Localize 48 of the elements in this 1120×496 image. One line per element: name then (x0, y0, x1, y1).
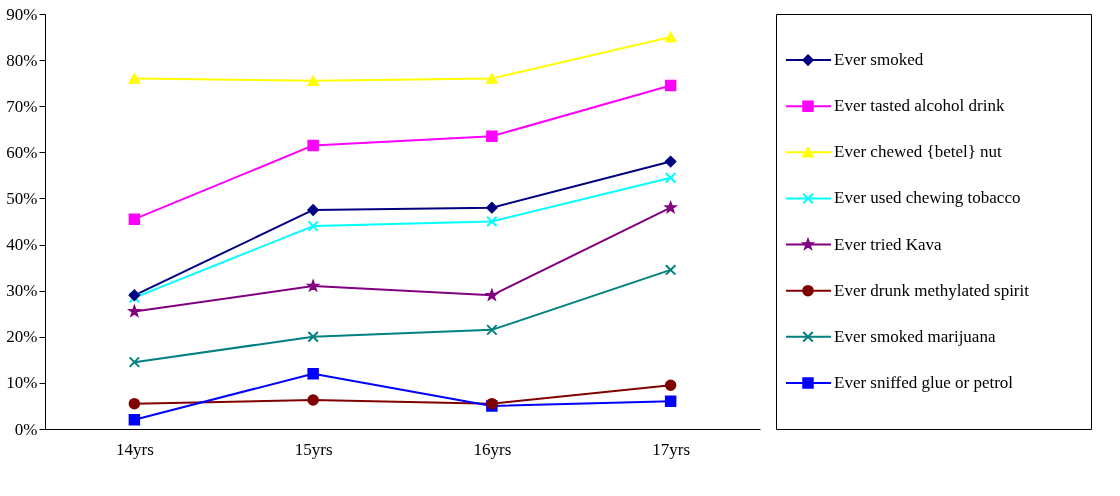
point (128, 397, 141, 410)
x-tick-label: 15yrs (294, 439, 333, 459)
y-tick-label: 80% (6, 50, 38, 70)
point (664, 264, 677, 276)
x-tick-label: 14yrs (115, 439, 154, 459)
legend-label: Ever tried Kava (834, 234, 943, 254)
point (307, 204, 319, 216)
x-tick-label: 16yrs (473, 439, 512, 459)
legend-label: Ever drunk methylated spirit (834, 280, 1030, 300)
legend-label: Ever smoked (834, 50, 924, 70)
y-tick-label: 10% (6, 373, 38, 393)
y-tick-label: 70% (6, 96, 38, 116)
point (128, 213, 141, 225)
point (664, 395, 677, 408)
legend-label: Ever smoked marijuana (834, 326, 996, 346)
point (486, 215, 498, 228)
point (305, 278, 321, 293)
point (664, 155, 677, 168)
point (664, 79, 677, 92)
point (307, 139, 319, 152)
point (664, 379, 677, 391)
point (128, 356, 141, 368)
x-tick-label: 17yrs (652, 439, 691, 459)
point (486, 324, 498, 336)
point (486, 130, 498, 142)
legend-label: Ever sniffed glue or petrol (834, 372, 1014, 392)
point (307, 220, 319, 232)
point (486, 73, 498, 84)
point (486, 201, 498, 214)
point (307, 367, 319, 380)
legend-label: Ever tasted alcohol drink (834, 96, 1005, 116)
y-tick-label: 90% (6, 4, 38, 24)
point (484, 287, 500, 302)
point (307, 331, 319, 343)
point (307, 75, 319, 86)
legend-label: Ever chewed {betel} nut (834, 142, 1003, 162)
y-tick-label: 20% (6, 327, 38, 347)
point (664, 171, 677, 184)
point (128, 73, 141, 84)
point (664, 31, 677, 43)
y-tick-label: 0% (14, 419, 38, 439)
point (307, 394, 319, 406)
y-tick-label: 30% (6, 281, 38, 301)
point (128, 414, 141, 426)
y-tick-label: 40% (6, 235, 38, 255)
y-tick-label: 50% (6, 188, 38, 208)
legend-label: Ever used chewing tobacco (834, 188, 1021, 208)
y-tick-label: 60% (6, 142, 38, 162)
